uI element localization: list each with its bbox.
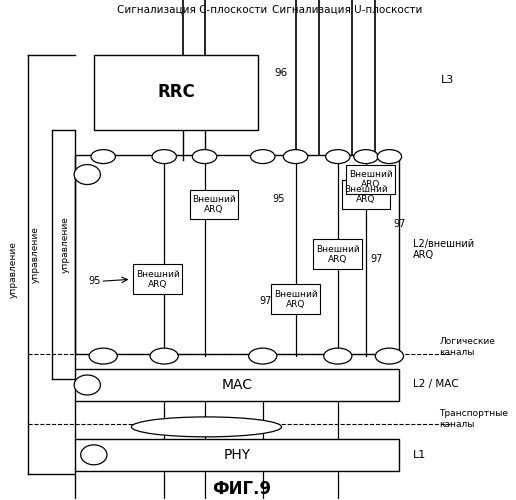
Text: Внешний
ARQ: Внешний ARQ (344, 185, 388, 204)
Ellipse shape (377, 150, 401, 164)
Ellipse shape (152, 150, 176, 164)
Ellipse shape (192, 150, 217, 164)
FancyBboxPatch shape (75, 439, 399, 471)
Text: L2 / MAC: L2 / MAC (413, 379, 459, 389)
Ellipse shape (326, 150, 350, 164)
Text: управление: управление (31, 226, 40, 283)
Text: 95: 95 (272, 194, 284, 204)
Ellipse shape (283, 150, 308, 164)
Text: 97: 97 (260, 296, 272, 306)
Text: Внешний
ARQ: Внешний ARQ (192, 195, 236, 214)
Text: Сигнализация С-плоскости: Сигнализация С-плоскости (117, 5, 267, 15)
Ellipse shape (89, 348, 117, 364)
Text: PHY: PHY (223, 448, 250, 462)
Text: Транспортные
каналы: Транспортные каналы (439, 409, 508, 428)
Text: L2/внешний
ARQ: L2/внешний ARQ (413, 238, 474, 260)
Ellipse shape (354, 150, 378, 164)
Text: 96: 96 (274, 68, 287, 78)
Ellipse shape (80, 445, 107, 465)
FancyBboxPatch shape (346, 164, 395, 194)
Ellipse shape (324, 348, 352, 364)
Ellipse shape (251, 150, 275, 164)
Text: ФИГ.9: ФИГ.9 (213, 480, 271, 498)
Text: Внешний
ARQ: Внешний ARQ (136, 270, 180, 289)
Text: RRC: RRC (157, 84, 195, 102)
Text: Сигнализация U-плоскости: Сигнализация U-плоскости (272, 5, 423, 15)
Text: 97: 97 (393, 220, 406, 230)
Text: управление: управление (61, 216, 70, 273)
Text: Внешний
ARQ: Внешний ARQ (349, 170, 393, 189)
Text: L3: L3 (441, 75, 454, 85)
Ellipse shape (150, 348, 179, 364)
Text: Внешний
ARQ: Внешний ARQ (273, 290, 317, 309)
Text: 97: 97 (370, 254, 383, 264)
Text: 95: 95 (88, 276, 101, 286)
Ellipse shape (74, 375, 101, 395)
FancyBboxPatch shape (342, 180, 391, 210)
FancyBboxPatch shape (133, 264, 182, 294)
Ellipse shape (132, 417, 282, 437)
FancyBboxPatch shape (75, 369, 399, 401)
FancyBboxPatch shape (75, 154, 399, 354)
Ellipse shape (91, 150, 116, 164)
Ellipse shape (375, 348, 404, 364)
Ellipse shape (74, 164, 101, 184)
Ellipse shape (249, 348, 277, 364)
FancyBboxPatch shape (313, 240, 362, 270)
Text: управление: управление (9, 241, 18, 298)
Text: Логические
каналы: Логические каналы (439, 338, 495, 357)
Text: Внешний
ARQ: Внешний ARQ (316, 244, 360, 264)
Text: L1: L1 (413, 450, 426, 460)
FancyBboxPatch shape (94, 55, 258, 130)
FancyBboxPatch shape (189, 190, 238, 220)
FancyBboxPatch shape (271, 284, 320, 314)
Text: MAC: MAC (221, 378, 252, 392)
